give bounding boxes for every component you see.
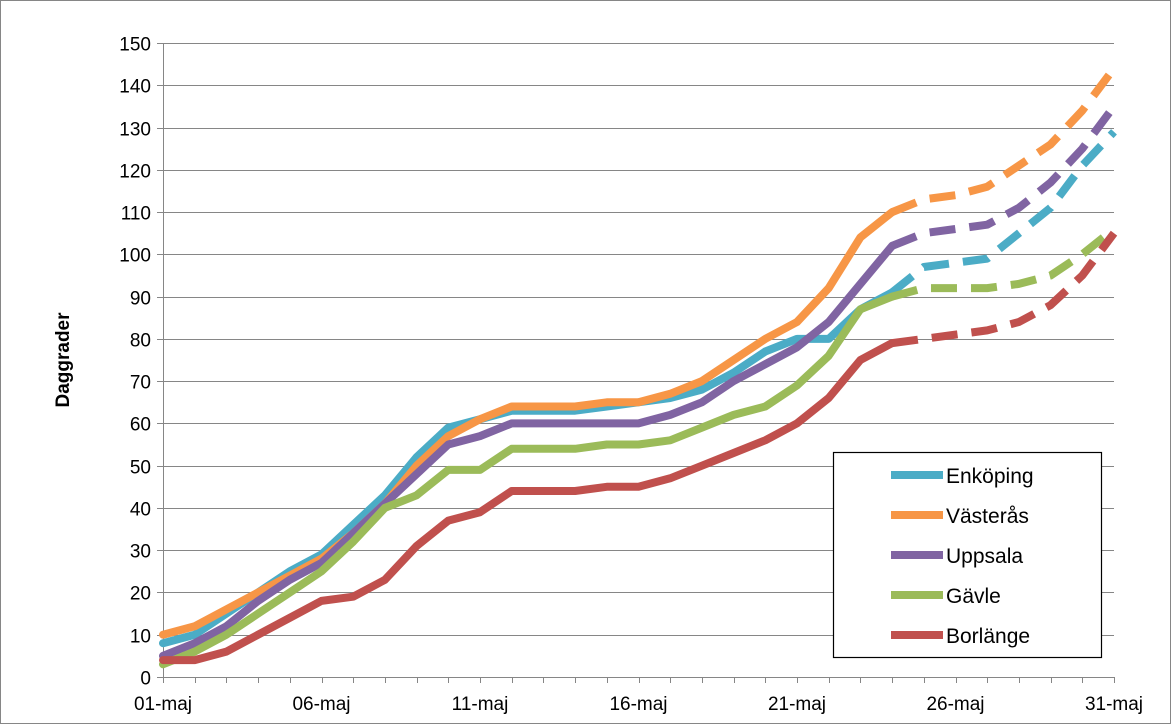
legend-label: Enköping	[946, 465, 1034, 488]
y-tick-label: 0	[140, 669, 151, 690]
y-tick-label: 50	[130, 458, 151, 479]
series-line-forecast	[891, 230, 1118, 348]
x-tick-label: 21-maj	[768, 694, 826, 715]
series-line-forecast	[889, 129, 1117, 296]
series-lines	[159, 65, 1118, 669]
x-tick-label: 01-maj	[134, 694, 192, 715]
axes: 0 10 20 30 40 50 60 70 80 90 100 110 120 130 140 150 01-…	[119, 35, 1143, 716]
y-tick-label: 20	[130, 584, 151, 605]
x-tick-label: 26-maj	[926, 694, 984, 715]
y-tick-label: 120	[119, 162, 151, 183]
legend-box	[832, 451, 1103, 659]
legend-label: Borlänge	[946, 625, 1030, 648]
y-tick-label: 130	[119, 120, 151, 141]
series-line-observed	[159, 292, 897, 669]
series-line-forecast	[890, 65, 1118, 216]
x-tick-label: 31-maj	[1085, 694, 1143, 715]
series-line-observed	[159, 241, 897, 660]
x-tick-label: 11-maj	[452, 694, 509, 715]
y-tick-label: 90	[130, 289, 151, 310]
legend-label: Västerås	[946, 505, 1029, 528]
legend-label: Gävle	[946, 585, 1001, 608]
y-tick-label: 110	[121, 204, 151, 225]
series-line-observed	[159, 208, 897, 639]
y-tick-label: 30	[130, 542, 151, 563]
legend: Enköping Västerås Uppsala Gävle Borlänge	[832, 451, 1103, 659]
x-tick-label: 16-maj	[609, 694, 667, 715]
y-tick-label: 150	[119, 35, 151, 56]
y-tick-label: 100	[119, 246, 151, 267]
series-line-observed	[159, 339, 897, 665]
y-tick-label: 80	[130, 331, 151, 352]
y-tick-label: 40	[130, 500, 151, 521]
y-axis-title: Daggrader	[53, 312, 74, 408]
series-line-forecast	[890, 104, 1118, 250]
y-tick-label: 10	[130, 627, 151, 648]
x-tick-label: 06-maj	[292, 694, 350, 715]
legend-label: Uppsala	[946, 545, 1023, 568]
y-tick-label: 60	[130, 415, 151, 436]
y-tick-label: 70	[130, 373, 151, 394]
y-tick-label: 140	[119, 77, 151, 98]
